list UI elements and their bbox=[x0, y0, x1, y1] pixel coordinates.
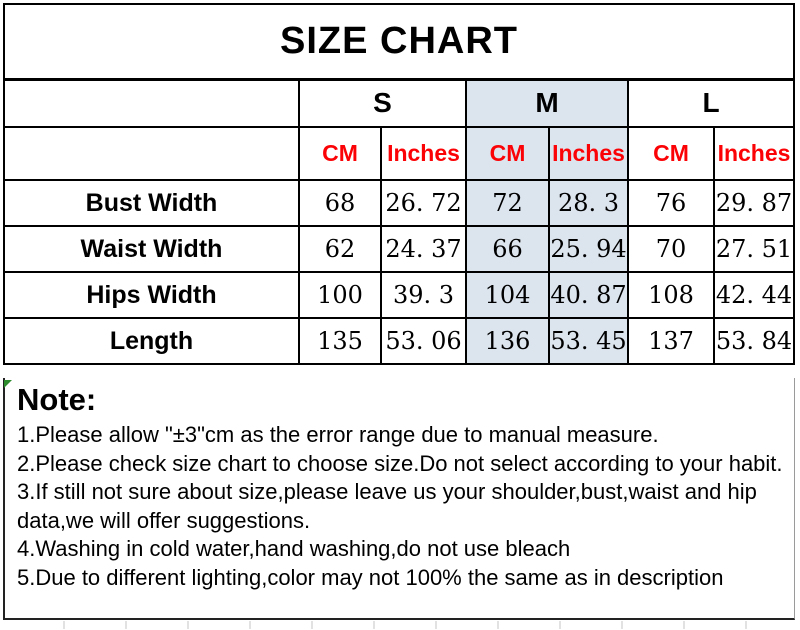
table-row-length: Length 135 53. 06 136 53. 45 137 53. 84 bbox=[3, 317, 795, 365]
cell-value: 70 bbox=[627, 225, 715, 273]
row-label: Waist Width bbox=[3, 225, 300, 273]
unit-header-cm-m: CM bbox=[465, 126, 550, 181]
size-header-row: S M L bbox=[3, 78, 795, 128]
cell-value: 53. 06 bbox=[380, 317, 467, 365]
row-label: Hips Width bbox=[3, 271, 300, 319]
table-row-waist: Waist Width 62 24. 37 66 25. 94 70 27. 5… bbox=[3, 225, 795, 273]
size-header-m: M bbox=[465, 78, 629, 128]
cell-value: 136 bbox=[465, 317, 550, 365]
cell-value: 26. 72 bbox=[380, 179, 467, 227]
table-row-hips: Hips Width 100 39. 3 104 40. 87 108 42. … bbox=[3, 271, 795, 319]
cell-value: 40. 87 bbox=[548, 271, 629, 319]
cell-value: 25. 94 bbox=[548, 225, 629, 273]
cell-value: 62 bbox=[298, 225, 382, 273]
cell-value: 72 bbox=[465, 179, 550, 227]
note-item-3: 3.If still not sure about size,please le… bbox=[17, 479, 757, 533]
size-header-s: S bbox=[298, 78, 467, 128]
cell-value: 68 bbox=[298, 179, 382, 227]
cell-value: 53. 45 bbox=[548, 317, 629, 365]
note-item-2: 2.Please check size chart to choose size… bbox=[17, 450, 783, 476]
unit-header-inches-l: Inches bbox=[713, 126, 795, 181]
chart-title: SIZE CHART bbox=[3, 3, 795, 81]
note-section: Note: 1.Please allow "±3"cm as the error… bbox=[3, 378, 795, 620]
row-label: Length bbox=[3, 317, 300, 365]
unit-header-cm-s: CM bbox=[298, 126, 382, 181]
cell-value: 135 bbox=[298, 317, 382, 365]
cell-value: 66 bbox=[465, 225, 550, 273]
note-item-4: 4.Washing in cold water,hand washing,do … bbox=[17, 536, 571, 561]
cell-error-indicator-icon bbox=[4, 380, 12, 388]
cell-value: 42. 44 bbox=[713, 271, 795, 319]
size-chart-table: SIZE CHART S M L CM Inches CM Inches CM … bbox=[3, 3, 795, 365]
corner-cell-empty bbox=[3, 126, 300, 181]
row-label: Bust Width bbox=[3, 179, 300, 227]
note-heading: Note: bbox=[17, 382, 97, 417]
size-header-l: L bbox=[627, 78, 795, 128]
cell-value: 100 bbox=[298, 271, 382, 319]
table-row-bust: Bust Width 68 26. 72 72 28. 3 76 29. 87 bbox=[3, 179, 795, 227]
corner-cell-empty bbox=[3, 78, 300, 128]
note-item-5: 5.Due to different lighting,color may no… bbox=[17, 564, 724, 590]
unit-header-inches-m: Inches bbox=[548, 126, 629, 181]
cell-value: 104 bbox=[465, 271, 550, 319]
cell-value: 108 bbox=[627, 271, 715, 319]
cell-value: 53. 84 bbox=[713, 317, 795, 365]
cell-value: 29. 87 bbox=[713, 179, 795, 227]
cell-value: 28. 3 bbox=[548, 179, 629, 227]
cell-value: 76 bbox=[627, 179, 715, 227]
cell-value: 39. 3 bbox=[380, 271, 467, 319]
unit-header-inches-s: Inches bbox=[380, 126, 467, 181]
cell-value: 24. 37 bbox=[380, 225, 467, 273]
note-item-1: 1.Please allow "±3"cm as the error range… bbox=[17, 422, 659, 447]
unit-header-row: CM Inches CM Inches CM Inches bbox=[3, 126, 795, 181]
cell-value: 137 bbox=[627, 317, 715, 365]
cell-value: 27. 51 bbox=[713, 225, 795, 273]
unit-header-cm-l: CM bbox=[627, 126, 715, 181]
excel-gridlines bbox=[3, 621, 795, 629]
title-row: SIZE CHART bbox=[3, 3, 795, 81]
